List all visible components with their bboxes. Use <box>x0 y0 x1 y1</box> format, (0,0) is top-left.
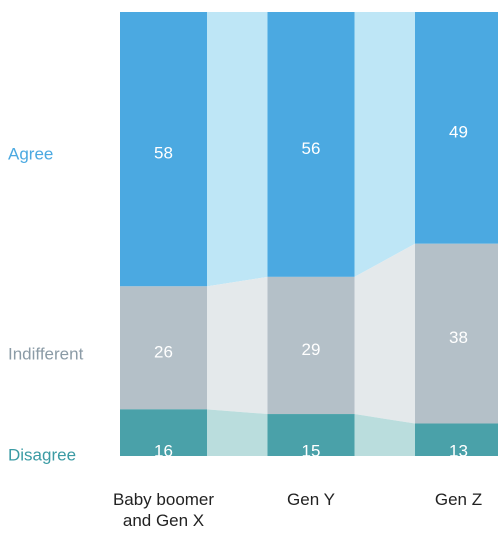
plot-area <box>120 12 498 456</box>
legend-label: Agree <box>8 144 53 163</box>
bar-segment <box>415 423 498 456</box>
bar-segment <box>415 243 498 424</box>
value-label: 16 <box>154 441 173 460</box>
value-label: 38 <box>449 328 468 347</box>
connector <box>354 414 415 456</box>
value-label: 49 <box>449 122 468 141</box>
bar-segment <box>120 409 207 456</box>
value-label: 29 <box>302 340 321 359</box>
value-label: 56 <box>302 139 321 158</box>
bar-segment <box>267 414 355 456</box>
bar-segment <box>267 12 355 277</box>
legend-label: Indifferent <box>8 344 84 363</box>
value-label: 26 <box>154 342 173 361</box>
value-label: 13 <box>449 441 468 460</box>
value-label: 15 <box>302 441 321 460</box>
bar-segment <box>120 12 207 287</box>
bar-segment <box>267 276 355 415</box>
connector <box>354 12 415 277</box>
connector <box>207 276 268 415</box>
legend-label: Disagree <box>8 445 76 464</box>
value-label: 58 <box>154 144 173 163</box>
bar-segment <box>120 286 207 410</box>
x-tick-label: Gen Z <box>434 490 483 509</box>
bar-segment <box>415 12 498 244</box>
connector <box>207 12 268 287</box>
labels: 58 56 49 Agree 26 29 38 Indifferent 16 15 13 Disagr… <box>8 122 468 464</box>
connector <box>354 243 415 424</box>
connector <box>207 409 268 456</box>
x-tick-label: Gen Y <box>287 490 335 509</box>
x-tick-label: Baby boomer and Gen X <box>112 490 215 530</box>
